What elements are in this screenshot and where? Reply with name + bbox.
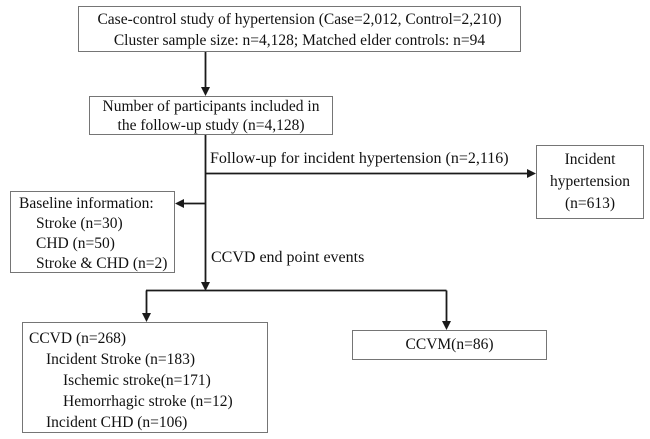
arrow-branch-to-ccvm-head bbox=[442, 321, 451, 330]
ccvd-incident-chd: Incident CHD (n=106) bbox=[46, 414, 188, 431]
baseline-chd: CHD (n=50) bbox=[36, 235, 115, 252]
box-ccvm: CCVM(n=86) bbox=[352, 330, 547, 360]
box-baseline-information: Baseline information: Stroke (n=30) CHD … bbox=[10, 191, 175, 273]
followup-arrow-label: Follow-up for incident hypertension (n=2… bbox=[210, 150, 509, 167]
followup-line-1: Number of participants included in bbox=[102, 98, 320, 115]
incident-hypertension-line-2: hypertension bbox=[549, 173, 631, 190]
baseline-stroke-and-chd: Stroke & CHD (n=2) bbox=[36, 255, 168, 272]
incident-hypertension-line-1: Incident bbox=[564, 151, 616, 168]
arrow-to-baseline-head bbox=[175, 199, 184, 208]
box-study-overview: Case-control study of hypertension (Case… bbox=[78, 6, 521, 52]
baseline-stroke: Stroke (n=30) bbox=[36, 215, 123, 232]
incident-hypertension-line-3: (n=613) bbox=[564, 195, 616, 212]
trunk-arrowhead bbox=[201, 282, 210, 291]
arrow-to-incident-hypertension-head bbox=[527, 169, 536, 178]
ccvd-total: CCVD (n=268) bbox=[29, 330, 127, 347]
study-line-1: Case-control study of hypertension (Case… bbox=[97, 11, 502, 28]
ccvd-incident-stroke: Incident Stroke (n=183) bbox=[46, 351, 196, 368]
ccvm-total: CCVM(n=86) bbox=[405, 336, 494, 353]
arrow-study-to-followup-head bbox=[201, 87, 210, 96]
followup-line-2: the follow-up study (n=4,128) bbox=[117, 116, 305, 134]
ccvd-endpoint-arrow-label: CCVD end point events bbox=[211, 249, 365, 266]
box-incident-hypertension: Incident hypertension (n=613) bbox=[536, 145, 644, 219]
study-line-2: Cluster sample size: n=4,128; Matched el… bbox=[113, 32, 486, 49]
box-followup-participants: Number of participants included in the f… bbox=[89, 96, 333, 135]
arrow-branch-to-ccvd-head bbox=[142, 313, 151, 322]
ccvd-ischemic-stroke: Ischemic stroke(n=171) bbox=[63, 372, 211, 389]
ccvd-hemorrhagic-stroke: Hemorrhagic stroke (n=12) bbox=[63, 393, 233, 410]
box-ccvd-events: CCVD (n=268) Incident Stroke (n=183) Isc… bbox=[22, 322, 268, 433]
baseline-heading: Baseline information: bbox=[19, 195, 154, 212]
